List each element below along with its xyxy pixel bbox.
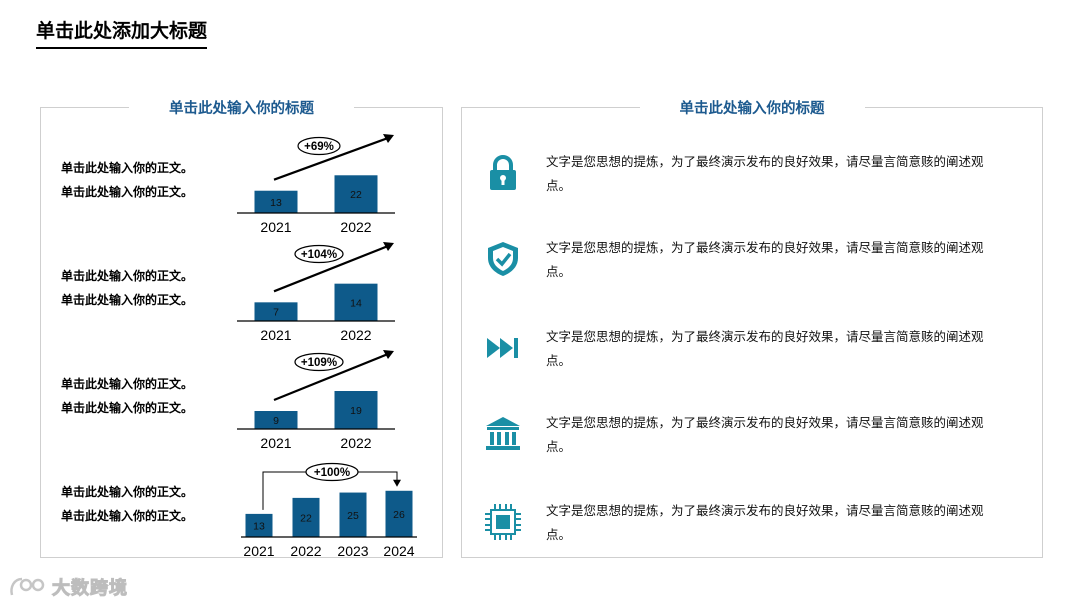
tick-label: 2022 xyxy=(340,219,371,235)
data-label: 26 xyxy=(393,509,405,521)
lock-icon xyxy=(490,155,516,190)
bar-chart-1: 13 2021 22 2022 +69% xyxy=(237,134,395,235)
bar xyxy=(245,513,273,537)
bar xyxy=(385,490,413,537)
growth-arrow-line xyxy=(273,244,389,293)
body-text-line: 单击此处输入你的正文。 xyxy=(61,185,194,199)
bar xyxy=(292,497,320,537)
feature-item-5: 文字是您思想的提炼，为了最终演示发布的良好效果，请尽量言简意赅的阐述观点。 xyxy=(462,499,1044,559)
tick-label: 2022 xyxy=(340,435,371,451)
chart-row-2: 单击此处输入你的正文。 单击此处输入你的正文。 7 2021 14 2022 +104% xyxy=(41,221,444,343)
bar xyxy=(254,302,298,321)
tick-label: 2023 xyxy=(337,543,368,559)
body-text-line: 单击此处输入你的正文。 xyxy=(61,161,194,175)
right-panel: 单击此处输入你的标题 文字是您思想的提炼，为了最终演示发布的良好效果，请尽量言简… xyxy=(461,97,1044,559)
body-text-line: 单击此处输入你的正文。 xyxy=(61,293,194,307)
annotation-bubble xyxy=(294,244,344,264)
growth-arrow-line xyxy=(273,352,389,402)
growth-arrow-head xyxy=(383,242,394,251)
body-text-line: 单击此处输入你的正文。 xyxy=(61,269,194,283)
feature-text-4[interactable]: 文字是您思想的提炼，为了最终演示发布的良好效果，请尽量言简意赅的阐述观点。 xyxy=(546,415,984,454)
bar xyxy=(254,411,298,429)
feature-item-1: 文字是您思想的提炼，为了最终演示发布的良好效果，请尽量言简意赅的阐述观点。 xyxy=(462,150,1044,210)
feature-item-4: 文字是您思想的提炼，为了最终演示发布的良好效果，请尽量言简意赅的阐述观点。 xyxy=(462,411,1044,471)
tick-label: 2021 xyxy=(260,435,291,451)
data-label: 13 xyxy=(253,520,265,532)
data-label: 22 xyxy=(300,512,312,524)
body-text-line: 单击此处输入你的正文。 xyxy=(61,485,194,499)
body-text-line: 单击此处输入你的正文。 xyxy=(61,377,194,391)
tick-label: 2021 xyxy=(260,219,291,235)
feature-item-3: 文字是您思想的提炼，为了最终演示发布的良好效果，请尽量言简意赅的阐述观点。 xyxy=(462,325,1044,385)
row-text-1[interactable]: 单击此处输入你的正文。 单击此处输入你的正文。 xyxy=(61,156,193,204)
body-text-line: 单击此处输入你的正文。 xyxy=(61,509,194,523)
tick-label: 2024 xyxy=(383,543,414,559)
growth-annotation: +100% xyxy=(314,467,350,479)
annotation-bubble xyxy=(297,136,341,156)
bank-icon xyxy=(486,417,520,450)
chart-row-1: 单击此处输入你的正文。 单击此处输入你的正文。 13 2021 22 2022 +69% xyxy=(41,113,444,235)
row-text-4[interactable]: 单击此处输入你的正文。 单击此处输入你的正文。 xyxy=(61,480,193,528)
watermark-text: 大数跨境 xyxy=(52,578,128,600)
bar xyxy=(339,492,367,537)
data-label: 22 xyxy=(350,189,362,201)
annotation-bubble xyxy=(294,352,344,372)
feature-text-5[interactable]: 文字是您思想的提炼，为了最终演示发布的良好效果，请尽量言简意赅的阐述观点。 xyxy=(546,503,984,542)
growth-annotation: +69% xyxy=(304,141,334,153)
growth-annotation: +104% xyxy=(301,249,337,261)
slide-title[interactable]: 单击此处添加大标题 xyxy=(36,16,208,49)
tick-label: 2021 xyxy=(243,543,274,559)
growth-annotation: +109% xyxy=(301,357,337,369)
growth-arrow-line xyxy=(273,136,389,181)
row-text-3[interactable]: 单击此处输入你的正文。 单击此处输入你的正文。 xyxy=(61,372,193,420)
data-label: 7 xyxy=(273,307,279,319)
tick-label: 2022 xyxy=(290,543,321,559)
watermark-logo: 大数跨境 xyxy=(8,574,128,600)
feature-text-1[interactable]: 文字是您思想的提炼，为了最终演示发布的良好效果，请尽量言简意赅的阐述观点。 xyxy=(546,154,984,193)
tick-label: 2021 xyxy=(260,327,291,343)
bar-chart-3: 9 2021 19 2022 +109% xyxy=(237,350,395,451)
growth-arrow-head xyxy=(383,134,394,143)
fast-forward-icon xyxy=(487,338,518,358)
shield-check-icon xyxy=(488,242,518,276)
growth-arrow-head xyxy=(383,350,394,359)
feature-item-2: 文字是您思想的提炼，为了最终演示发布的良好效果，请尽量言简意赅的阐述观点。 xyxy=(462,236,1044,296)
annotation-bubble xyxy=(305,462,359,482)
body-text-line: 单击此处输入你的正文。 xyxy=(61,401,194,415)
feature-text-2[interactable]: 文字是您思想的提炼，为了最终演示发布的良好效果，请尽量言简意赅的阐述观点。 xyxy=(546,240,984,279)
data-label: 13 xyxy=(270,197,282,209)
bar xyxy=(254,190,298,213)
bar xyxy=(334,391,378,429)
chip-icon xyxy=(485,504,521,540)
right-panel-heading[interactable]: 单击此处输入你的标题 xyxy=(639,97,865,118)
bar-chart-2: 7 2021 14 2022 +104% xyxy=(237,242,395,343)
left-panel: 单击此处输入你的标题 单击此处输入你的正文。 单击此处输入你的正文。 13 202… xyxy=(40,97,444,559)
bar xyxy=(334,175,378,213)
chart-row-3: 单击此处输入你的正文。 单击此处输入你的正文。 9 2021 19 2022 +109% xyxy=(41,329,444,451)
bar xyxy=(334,283,378,321)
data-label: 19 xyxy=(350,405,362,417)
row-text-2[interactable]: 单击此处输入你的正文。 单击此处输入你的正文。 xyxy=(61,264,193,312)
bar-chart-4: 13 2021 22 2022 25 2023 26 2024 +100% xyxy=(241,462,417,559)
chart-row-4: 单击此处输入你的正文。 单击此处输入你的正文。 13 2021 22 2022 25 20… xyxy=(41,437,444,559)
watermark-mark-icon xyxy=(10,577,45,596)
tick-label: 2022 xyxy=(340,327,371,343)
feature-text-3[interactable]: 文字是您思想的提炼，为了最终演示发布的良好效果，请尽量言简意赅的阐述观点。 xyxy=(546,329,984,368)
data-label: 25 xyxy=(347,510,359,522)
data-label: 14 xyxy=(350,297,362,309)
bracket-arrow-head xyxy=(393,479,401,487)
data-label: 9 xyxy=(273,415,279,427)
